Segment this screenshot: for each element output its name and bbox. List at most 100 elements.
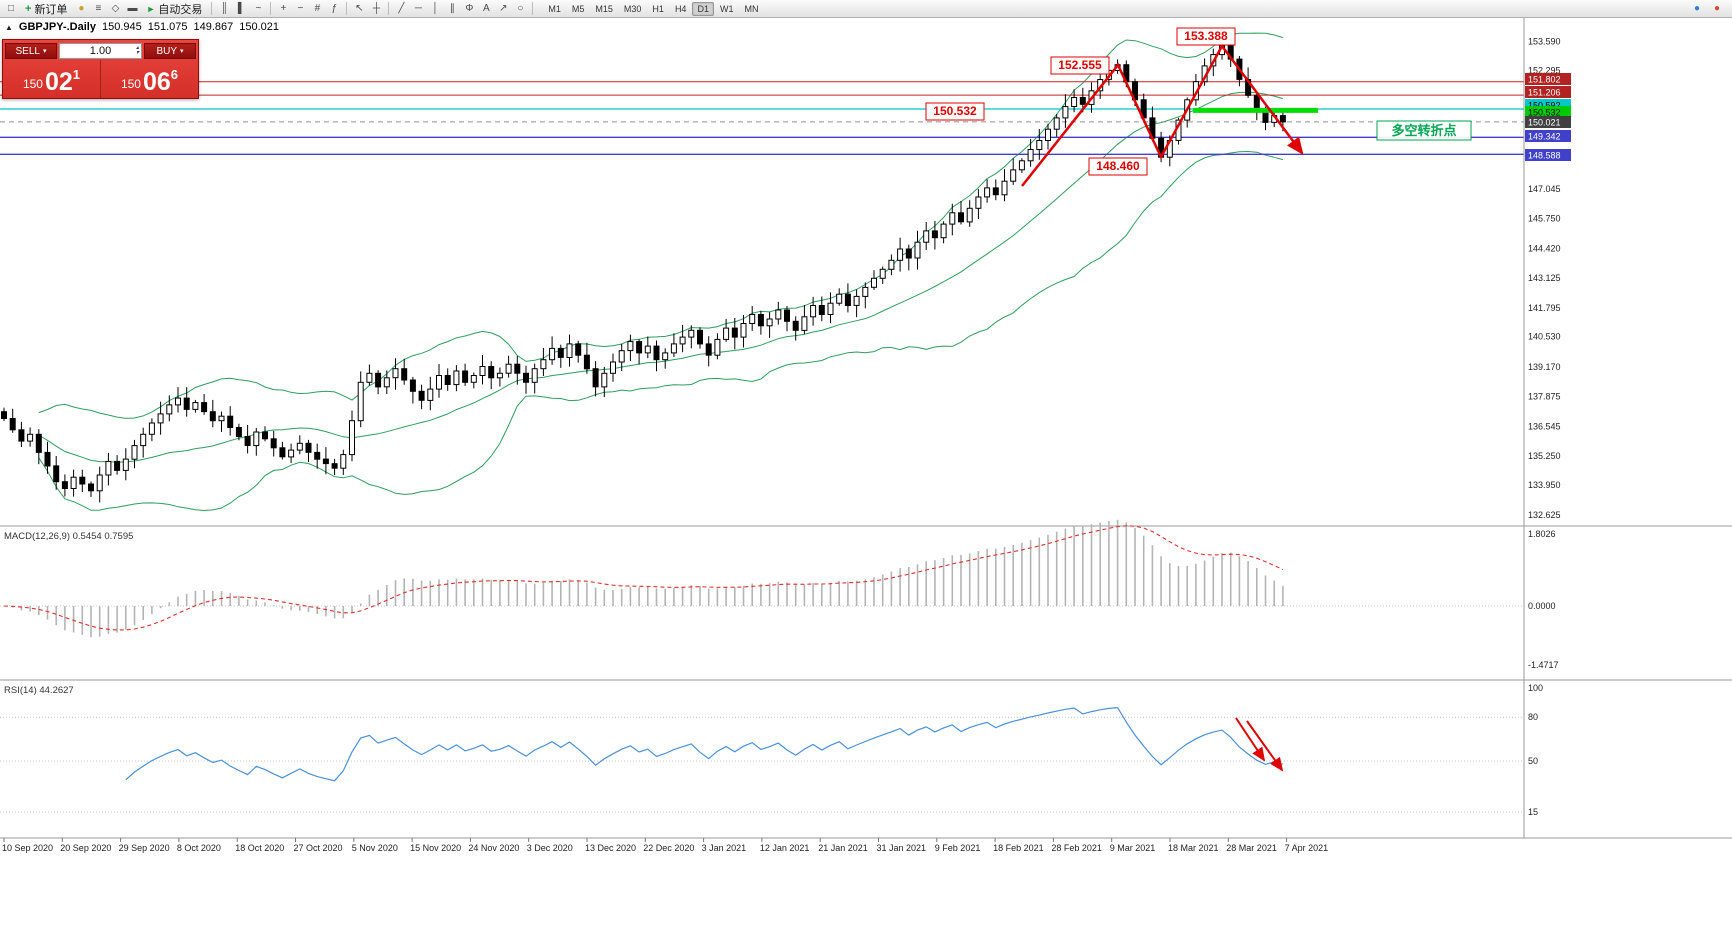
buy-tab-button[interactable]: BUY ▾ bbox=[144, 43, 196, 59]
sell-price-button[interactable]: 150 02 1 bbox=[3, 60, 101, 98]
svg-text:10 Sep 2020: 10 Sep 2020 bbox=[2, 843, 53, 853]
lot-increment-icon[interactable]: ▴ bbox=[135, 45, 139, 51]
svg-text:28 Feb 2021: 28 Feb 2021 bbox=[1051, 843, 1102, 853]
community-icon[interactable]: ● bbox=[1713, 3, 1721, 14]
fibonacci-icon[interactable]: Φ bbox=[465, 3, 474, 14]
trade-panel-controls: SELL ▾ 1.00 ▴ ▾ BUY ▾ bbox=[3, 40, 198, 60]
svg-text:0.0000: 0.0000 bbox=[1528, 601, 1556, 611]
sell-price-prefix: 150 bbox=[22, 77, 43, 91]
timeframe-w1-button[interactable]: W1 bbox=[719, 3, 734, 14]
rsi-panel bbox=[0, 706, 1524, 813]
svg-text:137.875: 137.875 bbox=[1528, 391, 1561, 401]
lot-stepper[interactable]: ▴ ▾ bbox=[135, 45, 139, 56]
indicators-icon[interactable]: ƒ bbox=[331, 3, 338, 14]
new-order-icon: + bbox=[25, 2, 32, 15]
sell-price-big: 02 bbox=[44, 68, 73, 96]
alerts-icon[interactable]: ● bbox=[78, 3, 85, 14]
timeframe-m1-button[interactable]: M1 bbox=[548, 3, 561, 14]
sell-tab-button[interactable]: SELL ▾ bbox=[5, 43, 57, 59]
price-chart[interactable]: 150.532 152.555 153.388 148.460 多空转折点 153.590… bbox=[0, 18, 1732, 941]
autotrading-button[interactable]: ► 自动交易 bbox=[141, 1, 207, 17]
svg-text:152.295: 152.295 bbox=[1528, 66, 1561, 76]
svg-text:150.532: 150.532 bbox=[1528, 108, 1561, 118]
timeframe-m15-button[interactable]: M15 bbox=[595, 3, 613, 14]
svg-text:15: 15 bbox=[1528, 807, 1538, 817]
text-icon[interactable]: A bbox=[483, 3, 490, 14]
sell-price-sup: 1 bbox=[72, 67, 81, 82]
ohlc-low: 149.867 bbox=[193, 21, 234, 33]
timeframe-d1-button[interactable]: D1 bbox=[692, 1, 714, 16]
svg-text:80: 80 bbox=[1528, 712, 1538, 722]
crosshair-icon[interactable]: ┼ bbox=[372, 3, 380, 14]
svg-text:-1.4717: -1.4717 bbox=[1528, 660, 1559, 670]
svg-text:100: 100 bbox=[1528, 683, 1543, 693]
timeframe-mn-button[interactable]: MN bbox=[744, 3, 759, 14]
svg-text:31 Jan 2021: 31 Jan 2021 bbox=[877, 843, 927, 853]
svg-text:152.555: 152.555 bbox=[1058, 58, 1102, 72]
toolbar-group-right: ● ● bbox=[1689, 1, 1729, 16]
trade-panel-prices: 150 02 1 150 06 6 bbox=[3, 60, 198, 98]
ohlc-high: 151.075 bbox=[147, 21, 188, 33]
symbol-collapse-icon[interactable]: ▲ bbox=[5, 22, 13, 32]
timeframe-m30-button[interactable]: M30 bbox=[623, 3, 642, 14]
chart-background bbox=[0, 18, 1732, 941]
svg-text:148.460: 148.460 bbox=[1096, 159, 1140, 173]
arrow-tools-icon[interactable]: ↗ bbox=[499, 3, 508, 14]
svg-text:多空转折点: 多空转折点 bbox=[1391, 123, 1456, 138]
macd-panel bbox=[0, 519, 1524, 638]
timeframe-m5-button[interactable]: M5 bbox=[571, 3, 585, 14]
toolbar-separator bbox=[532, 2, 534, 15]
bar-chart-icon[interactable]: ║ bbox=[220, 3, 228, 14]
sell-label: SELL bbox=[15, 45, 40, 57]
svg-text:153.388: 153.388 bbox=[1184, 29, 1228, 43]
annotations-layer: 150.532 152.555 153.388 148.460 多空转折点 bbox=[925, 27, 1472, 176]
help-icon[interactable]: ● bbox=[1693, 3, 1701, 14]
navigator-icon[interactable]: ◇ bbox=[111, 3, 120, 14]
timeframe-h4-button[interactable]: H4 bbox=[674, 3, 687, 14]
svg-text:3 Jan 2021: 3 Jan 2021 bbox=[702, 843, 747, 853]
channel-icon[interactable]: ∥ bbox=[449, 3, 455, 14]
market-watch-icon[interactable]: ≡ bbox=[95, 3, 102, 14]
new-order-button[interactable]: + 新订单 bbox=[20, 1, 72, 17]
timeframe-h1-button[interactable]: H1 bbox=[652, 3, 664, 14]
timeframe-toolbar: M1 M5 M15 M30 H1 H4 D1 W1 MN bbox=[543, 1, 763, 16]
terminal-icon[interactable]: ▬ bbox=[127, 3, 138, 14]
svg-text:135.250: 135.250 bbox=[1528, 451, 1561, 461]
shapes-icon[interactable]: ○ bbox=[517, 3, 524, 14]
line-chart-icon[interactable]: ~ bbox=[255, 3, 262, 14]
zoom-in-icon[interactable]: + bbox=[280, 3, 287, 14]
candlestick-icon[interactable]: ▌ bbox=[237, 3, 245, 14]
trendline-icon[interactable]: ╱ bbox=[398, 3, 405, 14]
svg-text:18 Feb 2021: 18 Feb 2021 bbox=[993, 843, 1044, 853]
cursor-icon[interactable]: ↖ bbox=[355, 3, 364, 14]
svg-text:15 Nov 2020: 15 Nov 2020 bbox=[410, 843, 461, 853]
vertical-line-icon[interactable]: │ bbox=[432, 3, 439, 14]
horizontal-line-icon[interactable]: ─ bbox=[414, 3, 422, 14]
svg-text:153.590: 153.590 bbox=[1528, 36, 1561, 46]
buy-price-button[interactable]: 150 06 6 bbox=[101, 60, 198, 98]
trend-arrows-layer bbox=[1021, 43, 1304, 187]
svg-text:133.950: 133.950 bbox=[1528, 480, 1561, 490]
svg-text:12 Jan 2021: 12 Jan 2021 bbox=[760, 843, 810, 853]
svg-text:151.802: 151.802 bbox=[1528, 75, 1561, 85]
chart-window-icon[interactable]: □ bbox=[7, 3, 15, 14]
toolbar-group-files: □ bbox=[3, 1, 19, 16]
lot-decrement-icon[interactable]: ▾ bbox=[135, 50, 139, 56]
candles-layer bbox=[1, 40, 1286, 503]
svg-text:50: 50 bbox=[1528, 756, 1538, 766]
svg-text:149.342: 149.342 bbox=[1528, 132, 1561, 142]
svg-text:13 Dec 2020: 13 Dec 2020 bbox=[585, 843, 636, 853]
zoom-out-icon[interactable]: − bbox=[297, 3, 304, 14]
svg-text:144.420: 144.420 bbox=[1528, 244, 1561, 254]
svg-text:140.530: 140.530 bbox=[1528, 331, 1561, 341]
svg-text:148.588: 148.588 bbox=[1528, 151, 1561, 161]
svg-text:147.045: 147.045 bbox=[1528, 184, 1561, 194]
svg-text:21 Jan 2021: 21 Jan 2021 bbox=[818, 843, 868, 853]
lot-size-field[interactable]: 1.00 ▴ ▾ bbox=[59, 43, 142, 59]
svg-text:143.125: 143.125 bbox=[1528, 273, 1561, 283]
tile-windows-icon[interactable]: # bbox=[314, 3, 321, 14]
chart-ohlc-header: ▲ GBPJPY-.Daily 150.945 151.075 149.867 … bbox=[5, 21, 279, 33]
toolbar-separator bbox=[270, 2, 272, 15]
svg-text:150.021: 150.021 bbox=[1528, 118, 1561, 128]
